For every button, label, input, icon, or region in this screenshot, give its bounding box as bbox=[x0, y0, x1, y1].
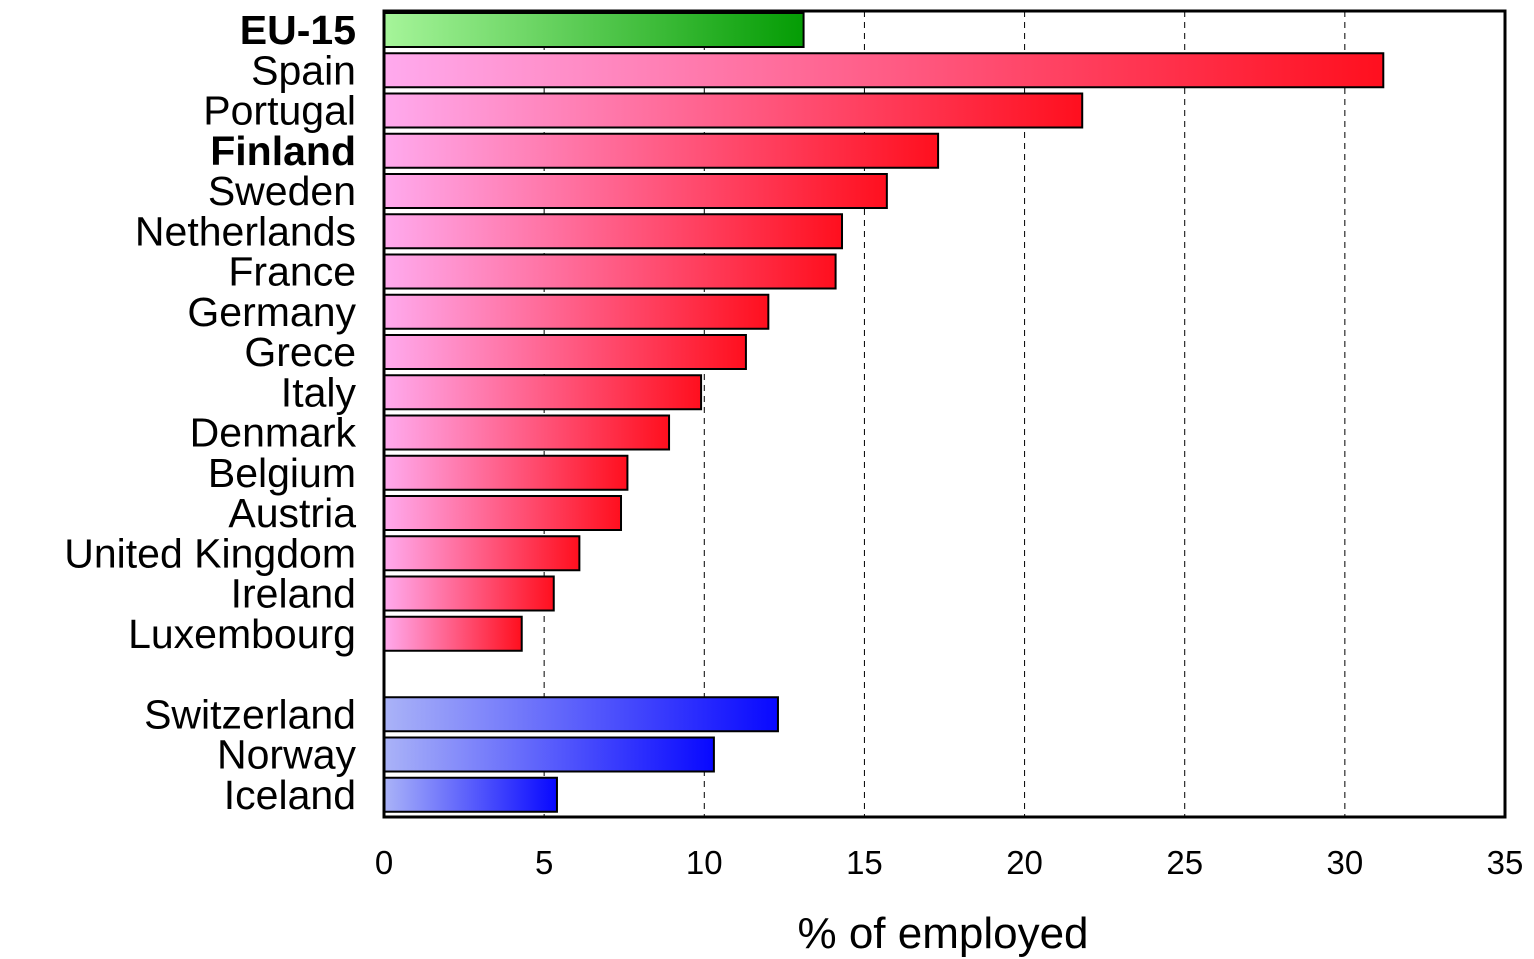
x-tick-label: 15 bbox=[846, 844, 883, 881]
category-label: Belgium bbox=[208, 450, 356, 496]
category-label: Spain bbox=[251, 47, 356, 93]
bar-finland bbox=[383, 132, 940, 169]
gridlines bbox=[543, 11, 1346, 817]
category-label: United Kingdom bbox=[64, 530, 356, 576]
bar-france bbox=[383, 253, 837, 290]
x-tick-label: 20 bbox=[1006, 844, 1043, 881]
bar-italy bbox=[383, 374, 703, 411]
category-label: Sweden bbox=[208, 168, 356, 214]
category-label: Iceland bbox=[224, 772, 356, 818]
bar-iceland bbox=[383, 776, 558, 813]
category-label: Grece bbox=[244, 329, 356, 375]
x-axis-title: % of employed bbox=[797, 909, 1088, 958]
bar-norway bbox=[383, 736, 715, 773]
bar-austria bbox=[383, 495, 623, 531]
bar-switzerland bbox=[383, 696, 779, 733]
bar-united-kingdom bbox=[383, 535, 581, 572]
bar-spain bbox=[383, 52, 1385, 89]
category-label: Finland bbox=[210, 128, 356, 174]
bar-sweden bbox=[383, 173, 888, 209]
category-labels: EU-15SpainPortugalFinlandSwedenNetherlan… bbox=[64, 7, 356, 818]
category-label: Germany bbox=[187, 289, 356, 335]
category-label: Ireland bbox=[231, 571, 356, 617]
bar-denmark bbox=[383, 414, 671, 451]
category-label: Italy bbox=[281, 369, 357, 415]
bar-luxembourg bbox=[383, 615, 523, 652]
bars bbox=[383, 12, 1385, 813]
category-label: Austria bbox=[228, 490, 356, 536]
bar-netherlands bbox=[383, 213, 844, 250]
x-tick-label: 5 bbox=[535, 844, 553, 881]
category-label: Netherlands bbox=[135, 208, 356, 254]
x-axis-ticks: 0 5 10 15 20 25 30 35 bbox=[375, 844, 1524, 881]
x-tick-label: 10 bbox=[686, 844, 723, 881]
plot-frame bbox=[382, 9, 1507, 819]
category-label: France bbox=[228, 249, 356, 295]
category-label: Norway bbox=[217, 732, 356, 778]
category-label: Portugal bbox=[203, 88, 356, 134]
bar-portugal bbox=[383, 92, 1084, 129]
x-tick-label: 30 bbox=[1326, 844, 1363, 881]
x-tick-label: 0 bbox=[375, 844, 393, 881]
bar-ireland bbox=[383, 575, 555, 612]
category-label: Luxembourg bbox=[128, 611, 356, 657]
category-label: Denmark bbox=[190, 410, 357, 456]
bar-grece bbox=[383, 334, 747, 370]
bar-eu-15 bbox=[383, 12, 805, 48]
category-label: EU-15 bbox=[240, 7, 356, 53]
bar-germany bbox=[383, 293, 770, 330]
x-tick-label: 35 bbox=[1487, 844, 1524, 881]
category-label: Switzerland bbox=[144, 691, 356, 737]
x-tick-label: 25 bbox=[1166, 844, 1203, 881]
bar-belgium bbox=[383, 454, 629, 491]
